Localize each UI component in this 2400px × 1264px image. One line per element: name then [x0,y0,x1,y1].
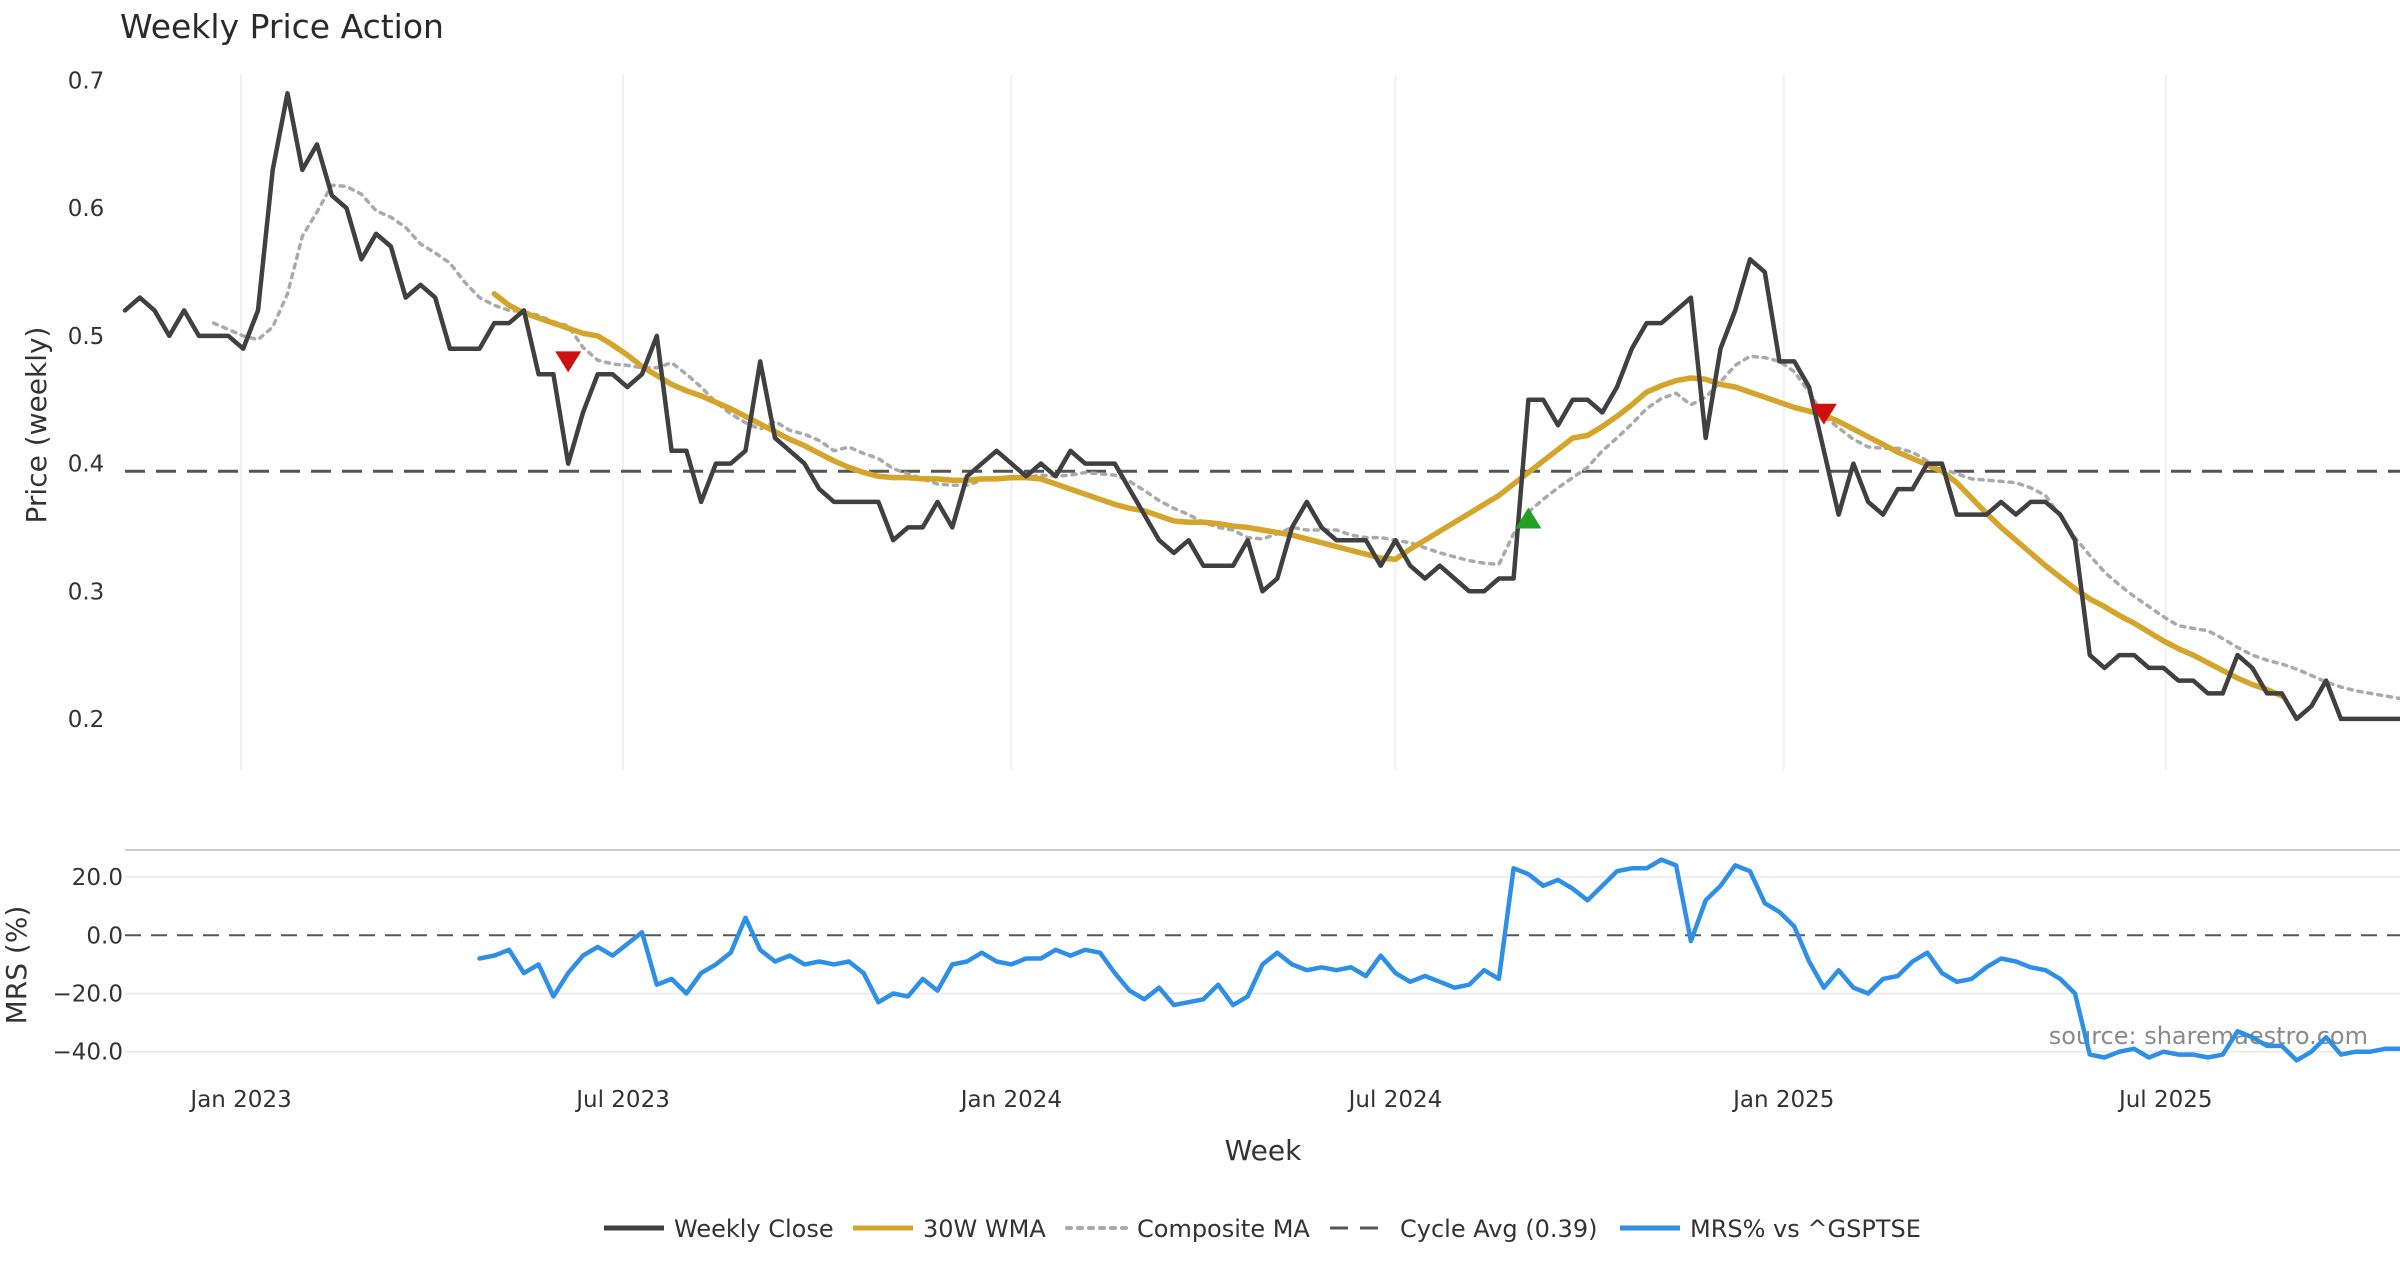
chart-title: Weekly Price Action [120,7,444,46]
price-y-tick-label: 0.6 [68,196,105,222]
composite-ma-line [214,185,2400,701]
series-layer [125,93,2400,1060]
price-y-tick-label: 0.2 [68,707,105,733]
mrs-y-tick-label: −20.0 [53,981,123,1007]
tick-layer: Jan 2023 Jul 2023 Jan 2024 Jul 2024 Jan 2025… [53,69,2213,1113]
legend: Weekly Close 30W WMA Composite MA Cycle Avg… [604,1215,1921,1243]
wma-30w-line [494,294,2282,696]
mrs-y-tick-label: 0.0 [86,923,123,949]
legend-label: Composite MA [1137,1215,1310,1243]
mrs-y-axis-label: MRS (%) [0,906,33,1025]
mrs-y-tick-label: 20.0 [72,865,123,891]
x-axis-label: Week [1225,1134,1302,1167]
x-tick-label: Jan 2024 [959,1087,1062,1113]
x-tick-label: Jul 2024 [1347,1087,1443,1113]
price-y-tick-label: 0.5 [68,324,105,350]
legend-label: MRS% vs ^GSPTSE [1690,1215,1921,1243]
price-y-axis-label: Price (weekly) [20,327,53,524]
legend-label: Weekly Close [674,1215,834,1243]
legend-label: 30W WMA [923,1215,1046,1243]
sell-signal-marker [555,351,581,372]
legend-label: Cycle Avg (0.39) [1400,1215,1597,1243]
x-tick-label: Jul 2023 [574,1087,670,1113]
price-y-tick-label: 0.3 [68,579,105,605]
grid-layer [125,75,2400,1052]
x-tick-label: Jan 2023 [188,1087,291,1113]
price-y-tick-label: 0.7 [68,69,105,95]
x-tick-label: Jan 2025 [1731,1087,1834,1113]
x-tick-label: Jul 2025 [2117,1087,2213,1113]
mrs-y-tick-label: −40.0 [53,1040,123,1066]
weekly-close-line [125,93,2400,731]
price-y-tick-label: 0.4 [68,452,105,478]
